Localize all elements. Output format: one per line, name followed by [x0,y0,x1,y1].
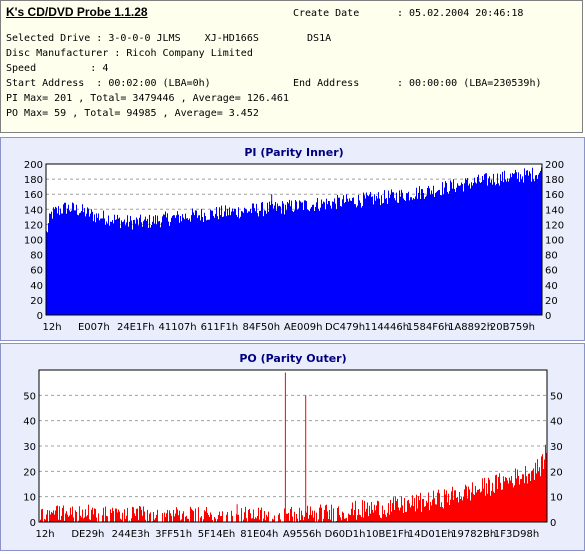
po-y-tick-label-left: 40 [23,417,36,428]
pi-y-tick-label-left: 160 [24,190,43,201]
po-x-tick-label: 1F3D98h [494,529,539,540]
pi-y-tick-label-right: 180 [545,175,564,186]
po-chart-title: PO (Parity Outer) [239,352,346,365]
po-chart-panel: PO (Parity Outer) 0 0 10 10 20 20 30 30 40 40 50 50 1… [0,343,585,551]
pi-y-tick-label-right: 80 [545,251,558,262]
po-summary-line: PO Max= 59 , Total= 94985 , Average= 3.4… [6,108,259,119]
po-y-tick-label-right: 30 [550,442,563,453]
end-address-label: End Address [293,78,360,89]
pi-x-tick-label: 12h [42,322,61,333]
pi-y-tick-label-right: 100 [545,236,564,247]
po-x-tick-label: 14D01Eh [408,529,454,540]
disc-manufacturer-line: Disc Manufacturer : Ricoh Company Limite… [6,48,253,59]
po-x-tick-label: 3FF51h [155,529,192,540]
pi-x-tick-label: 1584F6h [407,322,451,333]
po-x-tick-label: 12h [35,529,54,540]
pi-x-tick-label: AE009h [284,322,323,333]
pi-y-tick-label-left: 200 [24,160,43,171]
pi-y-tick-label-right: 140 [545,205,564,216]
pi-x-tick-label: 84F50h [243,322,281,333]
pi-y-tick-label-left: 20 [30,296,43,307]
pi-x-tick-label: DC479h [325,322,365,333]
pi-summary-line: PI Max= 201 , Total= 3479446 , Average= … [6,93,289,104]
pi-y-tick-label-left: 140 [24,205,43,216]
po-y-tick-label-left: 0 [30,518,36,529]
po-x-tick-label: D60D1h [325,529,366,540]
po-y-tick-label-left: 10 [23,493,36,504]
po-y-tick-label-right: 20 [550,467,563,478]
pi-y-tick-label-right: 40 [545,281,558,292]
po-chart: PO (Parity Outer) 0 0 10 10 20 20 30 30 40 40 50 50 1… [23,352,563,540]
pi-y-tick-label-right: 0 [545,311,551,322]
end-address-value: : 00:00:00 (LBA=230539h) [397,78,542,89]
po-plot-frame [38,369,548,523]
pi-y-tick-label-right: 160 [545,190,564,201]
po-x-tick-label: 81E04h [240,529,278,540]
pi-y-tick-label-left: 120 [24,220,43,231]
po-y-tick-label-left: 30 [23,442,36,453]
pi-x-tick-label: E007h [78,322,110,333]
po-y-tick-label-right: 50 [550,391,563,402]
pi-y-tick-label-left: 80 [30,251,43,262]
create-date-label: Create Date [293,8,360,19]
app-title: K's CD/DVD Probe 1.1.28 [6,5,148,19]
pi-chart: PI (Parity Inner) 0 0 20 20 40 40 60 60 80 80 100 10… [24,146,564,333]
speed-line: Speed : 4 [6,63,109,74]
pi-x-tick-label: 20B759h [490,322,535,333]
po-y-tick-label-left: 50 [23,391,36,402]
po-y-tick-label-right: 40 [550,417,563,428]
po-x-tick-label: DE29h [71,529,104,540]
pi-y-tick-label-left: 0 [37,311,43,322]
pi-x-tick-label: 24E1Fh [117,322,155,333]
pi-y-tick-label-right: 120 [545,220,564,231]
po-y-tick-label-left: 20 [23,467,36,478]
pi-y-tick-label-left: 180 [24,175,43,186]
pi-y-tick-label-left: 60 [30,266,43,277]
pi-x-tick-label: 1A8892h [448,322,493,333]
pi-y-tick-label-right: 200 [545,160,564,171]
pi-x-tick-label: 114446h [365,322,410,333]
pi-x-tick-label: 611F1h [201,322,239,333]
start-address-line: Start Address : 00:02:00 (LBA=0h) [6,78,211,89]
selected-drive-line: Selected Drive : 3-0-0-0 JLMS XJ-HD166S … [6,33,332,44]
pi-y-tick-label-right: 20 [545,296,558,307]
create-date-value: : 05.02.2004 20:46:18 [397,8,524,19]
pi-series [46,167,542,315]
po-x-tick-label: 10BE1Fh [366,529,410,540]
pi-chart-panel: PI (Parity Inner) 0 0 20 20 40 40 60 60 80 80 100 10… [0,137,585,341]
po-x-tick-label: 5F14Eh [198,529,236,540]
po-y-tick-label-right: 0 [550,518,556,529]
pi-y-tick-label-left: 100 [24,236,43,247]
po-x-tick-label: A9556h [283,529,322,540]
pi-y-tick-label-right: 60 [545,266,558,277]
po-x-tick-label: 244E3h [112,529,150,540]
po-y-tick-label-right: 10 [550,493,563,504]
pi-y-tick-label-left: 40 [30,281,43,292]
pi-x-tick-label: 41107h [158,322,196,333]
pi-chart-title: PI (Parity Inner) [244,146,343,159]
pi-plot-frame [45,163,543,316]
po-x-tick-label: 19782Bh [451,529,496,540]
disc-info-panel: K's CD/DVD Probe 1.1.28 Create Date : 05… [0,0,583,133]
